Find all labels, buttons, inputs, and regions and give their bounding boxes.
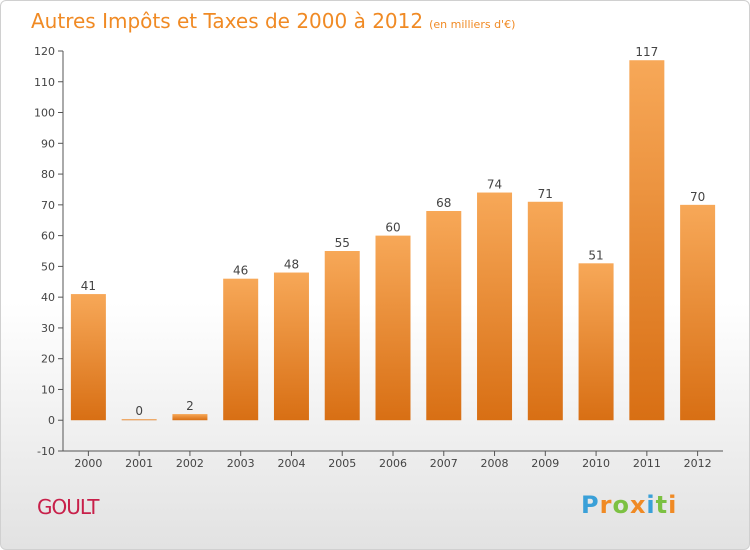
x-tick-label-2005: 2005 xyxy=(328,457,356,470)
bar-2007 xyxy=(426,211,462,421)
y-tick-label: 40 xyxy=(41,291,55,304)
bar-2003 xyxy=(223,278,259,421)
y-tick-label: 80 xyxy=(41,168,55,181)
y-tick-label: 100 xyxy=(34,107,55,120)
bar-2010 xyxy=(578,263,614,421)
bar-2011 xyxy=(629,60,665,421)
x-tick-label-2000: 2000 xyxy=(74,457,102,470)
data-label-2011: 117 xyxy=(635,45,658,59)
chart-title: Autres Impôts et Taxes de 2000 à 2012 (en… xyxy=(31,9,515,33)
bar-2008 xyxy=(477,192,513,421)
logo-letter: x xyxy=(629,491,647,519)
y-tick-label: 0 xyxy=(48,414,55,427)
x-tick-label-2002: 2002 xyxy=(176,457,204,470)
data-label-2008: 74 xyxy=(487,178,502,192)
logo-letter: t xyxy=(655,491,669,519)
data-label-2009: 71 xyxy=(538,187,553,201)
bar-2005 xyxy=(324,251,360,421)
bar-2000 xyxy=(70,294,106,421)
bar-2012 xyxy=(680,204,716,421)
x-tick-label-2011: 2011 xyxy=(633,457,661,470)
x-tick-label-2003: 2003 xyxy=(227,457,255,470)
data-label-2002: 2 xyxy=(186,399,194,413)
x-tick-label-2001: 2001 xyxy=(125,457,153,470)
x-tick-label-2006: 2006 xyxy=(379,457,407,470)
x-tick-label-2007: 2007 xyxy=(430,457,458,470)
bar-2001 xyxy=(121,419,157,421)
x-tick-label-2010: 2010 xyxy=(582,457,610,470)
logo-letter: i xyxy=(668,491,678,519)
x-tick-label-2009: 2009 xyxy=(531,457,559,470)
data-label-2000: 41 xyxy=(81,279,96,293)
y-tick-label: 110 xyxy=(34,76,55,89)
logo-letter: i xyxy=(646,491,656,519)
data-label-2004: 48 xyxy=(284,258,299,272)
y-tick-label: 60 xyxy=(41,230,55,243)
data-label-2006: 60 xyxy=(385,221,400,235)
logo-letter: o xyxy=(612,491,630,519)
y-tick-label: -10 xyxy=(37,445,55,458)
y-tick-label: 120 xyxy=(34,45,55,58)
y-tick-label: 20 xyxy=(41,353,55,366)
chart-subtitle: (en milliers d'€) xyxy=(429,18,516,31)
proxiti-logo: Proxiti xyxy=(581,491,677,519)
bar-2009 xyxy=(527,201,563,421)
logo-letter: P xyxy=(581,491,600,519)
y-tick-label: 30 xyxy=(41,322,55,335)
chart-title-text: Autres Impôts et Taxes de 2000 à 2012 xyxy=(31,9,424,33)
x-tick-label-2004: 2004 xyxy=(277,457,305,470)
y-tick-label: 70 xyxy=(41,199,55,212)
data-label-2012: 70 xyxy=(690,190,705,204)
y-tick-label: 50 xyxy=(41,260,55,273)
bar-2006 xyxy=(375,235,411,421)
logo-letter: r xyxy=(599,491,613,519)
data-label-2001: 0 xyxy=(135,404,143,418)
data-label-2007: 68 xyxy=(436,196,451,210)
data-label-2005: 55 xyxy=(335,236,350,250)
bar-2002 xyxy=(172,414,208,421)
x-tick-label-2008: 2008 xyxy=(481,457,509,470)
city-name: GOULT xyxy=(37,495,99,519)
y-tick-label: 10 xyxy=(41,383,55,396)
y-tick-label: 90 xyxy=(41,137,55,150)
x-tick-label-2012: 2012 xyxy=(684,457,712,470)
data-label-2003: 46 xyxy=(233,264,248,278)
bar-2004 xyxy=(273,272,309,421)
data-label-2010: 51 xyxy=(588,248,603,262)
